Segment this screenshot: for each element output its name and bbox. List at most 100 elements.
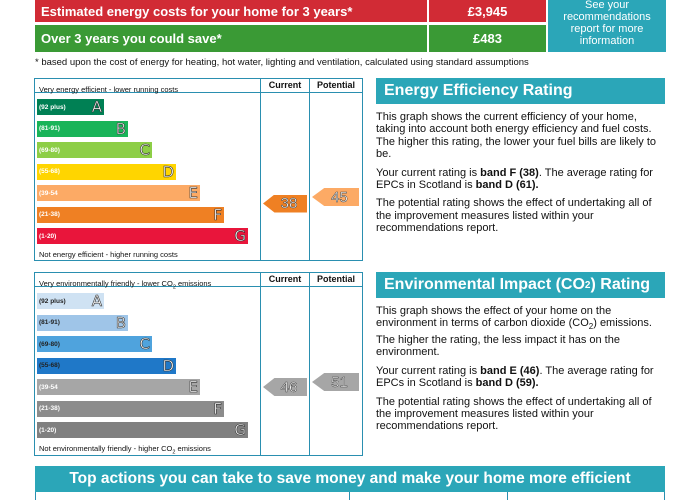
band-letter: F	[213, 399, 222, 418]
unfriendly-label-sub: 2	[172, 449, 176, 456]
savings-row: Over 3 years you could save*	[35, 25, 427, 52]
top-actions-title: Top actions you can take to save money a…	[69, 470, 631, 487]
band-d: (55-68) D	[37, 162, 176, 181]
current-divider	[260, 79, 261, 260]
band-range: (1-20)	[39, 232, 57, 240]
friendly-label: Very environmentally friendly - lower CO…	[39, 279, 211, 291]
current-column-header: Current	[268, 274, 302, 284]
savings-label: Over 3 years you could save*	[41, 31, 222, 46]
energy-p2-a: Your current rating is	[376, 166, 481, 179]
unfriendly-label-text: Not environmentally friendly - higher CO	[39, 444, 173, 453]
top-actions-heading: Top actions you can take to save money a…	[35, 466, 665, 492]
band-letter: D	[162, 162, 174, 181]
energy-rating-description: This graph shows the current efficiency …	[376, 111, 666, 235]
band-d: (55-68) D	[37, 356, 176, 375]
band-letter: G	[234, 421, 246, 440]
efficient-label: Very energy efficient - lower running co…	[39, 85, 179, 94]
band-e: (39-54 E	[37, 184, 200, 202]
band-range: (92 plus)	[39, 103, 66, 111]
energy-rating-title: Energy Efficiency Rating	[384, 82, 573, 99]
env-p1-a: This graph shows the effect of your home…	[376, 305, 612, 330]
band-b: (81-91) B	[37, 313, 128, 332]
energy-para-2: Your current rating is band F (38). The …	[376, 167, 666, 192]
band-letter: B	[115, 119, 126, 138]
estimated-costs-label: Estimated energy costs for your home for…	[41, 3, 353, 19]
energy-rating-chart: Current Potential Very energy efficient …	[34, 78, 363, 261]
env-p1-sub: 2	[588, 322, 594, 332]
env-p1-b: ) emissions. The higher the rating, the …	[376, 317, 652, 359]
band-f: (21-38) F	[37, 205, 224, 224]
energy-rating-heading: Energy Efficiency Rating	[376, 78, 665, 104]
band-c: (69-80) C	[37, 141, 152, 160]
current-divider	[260, 273, 261, 455]
potential-column-header: Potential	[316, 80, 355, 90]
band-range: (39-54	[39, 189, 58, 197]
savings-value: £483	[429, 25, 546, 52]
estimated-costs-row: Estimated energy costs for your home for…	[35, 0, 427, 22]
energy-p2-b: . The average rating for EPCs in Scotlan…	[376, 166, 653, 192]
env-rating-heading: Environmental Impact (CO 2) Rating	[376, 272, 665, 298]
friendly-label-suffix: emissions	[175, 279, 212, 288]
env-rating-title: Environmental Impact (CO	[384, 276, 585, 293]
energy-para-3: The potential rating shows the effect of…	[376, 197, 652, 235]
env-rating-description: This graph shows the effect of your home…	[376, 305, 666, 433]
env-p2-a: Your current rating is	[376, 364, 481, 377]
estimated-costs-value: £3,945	[429, 0, 546, 22]
unfriendly-label: Not environmentally friendly - higher CO…	[39, 444, 211, 456]
potential-rating-arrow: 51	[312, 373, 359, 391]
band-range: (92 plus)	[39, 297, 66, 305]
band-range: (21-38)	[39, 211, 60, 218]
band-letter: B	[115, 313, 126, 332]
energy-current-band: band F (38)	[480, 166, 539, 179]
potential-divider	[309, 79, 310, 260]
band-range: (1-20)	[39, 426, 57, 434]
env-para-2: Your current rating is band E (46). The …	[376, 365, 666, 390]
band-b: (81-91) B	[37, 119, 128, 138]
env-average-band: band D (59).	[475, 377, 539, 390]
env-para-3: The potential rating shows the effect of…	[376, 395, 652, 433]
band-range: (81-91)	[39, 125, 60, 132]
band-range: (55-68)	[39, 168, 60, 175]
header-rule	[35, 92, 362, 93]
band-e: (39-54 E	[37, 378, 200, 397]
band-c: (69-80) C	[37, 335, 152, 354]
band-letter: F	[213, 205, 222, 224]
env-rating-title-sub: 2	[584, 279, 591, 291]
energy-average-band: band D (61).	[475, 179, 539, 192]
env-para-1: This graph shows the effect of your home…	[376, 305, 666, 359]
env-p2-b: . The average rating for EPCs in Scotlan…	[376, 364, 654, 390]
band-letter: G	[234, 227, 246, 246]
band-letter: D	[162, 356, 174, 375]
band-g: (1-20) G	[37, 421, 248, 440]
table-column-divider	[507, 492, 508, 500]
band-range: (21-38)	[39, 405, 60, 412]
header-rule	[35, 286, 362, 287]
current-column-header: Current	[268, 80, 302, 90]
band-g: (1-20) G	[37, 227, 248, 246]
band-a: (92 plus) A	[37, 98, 104, 117]
env-rating-title-suffix: ) Rating	[590, 276, 651, 293]
friendly-label-text: Very environmentally friendly - lower CO	[39, 279, 173, 288]
top-actions-table-top	[35, 492, 665, 500]
band-range: (81-91)	[39, 319, 60, 326]
potential-divider	[309, 273, 310, 455]
see-recommendations-text: See your recommendations report for more…	[563, 0, 651, 47]
cost-footnote: * based upon the cost of energy for heat…	[35, 57, 529, 68]
band-f: (21-38) F	[37, 399, 224, 418]
table-column-divider	[349, 492, 350, 500]
band-letter: C	[139, 335, 150, 354]
potential-column-header: Potential	[316, 274, 355, 284]
band-range: (55-68)	[39, 362, 60, 369]
band-letter: C	[139, 141, 150, 160]
band-letter: A	[91, 98, 102, 117]
band-letter: E	[188, 378, 198, 397]
potential-rating-arrow: 45	[312, 188, 359, 206]
band-range: (39-54	[39, 383, 58, 391]
env-current-band: band E (46)	[480, 364, 540, 377]
energy-para-1: This graph shows the current efficiency …	[376, 111, 657, 161]
inefficient-label: Not energy efficient - higher running co…	[39, 250, 178, 259]
unfriendly-label-suffix: emissions	[175, 444, 211, 453]
band-a: (92 plus) A	[37, 292, 104, 310]
environmental-rating-chart: Current Potential Very environmentally f…	[34, 272, 363, 456]
see-recommendations-note: See your recommendations report for more…	[548, 0, 666, 52]
